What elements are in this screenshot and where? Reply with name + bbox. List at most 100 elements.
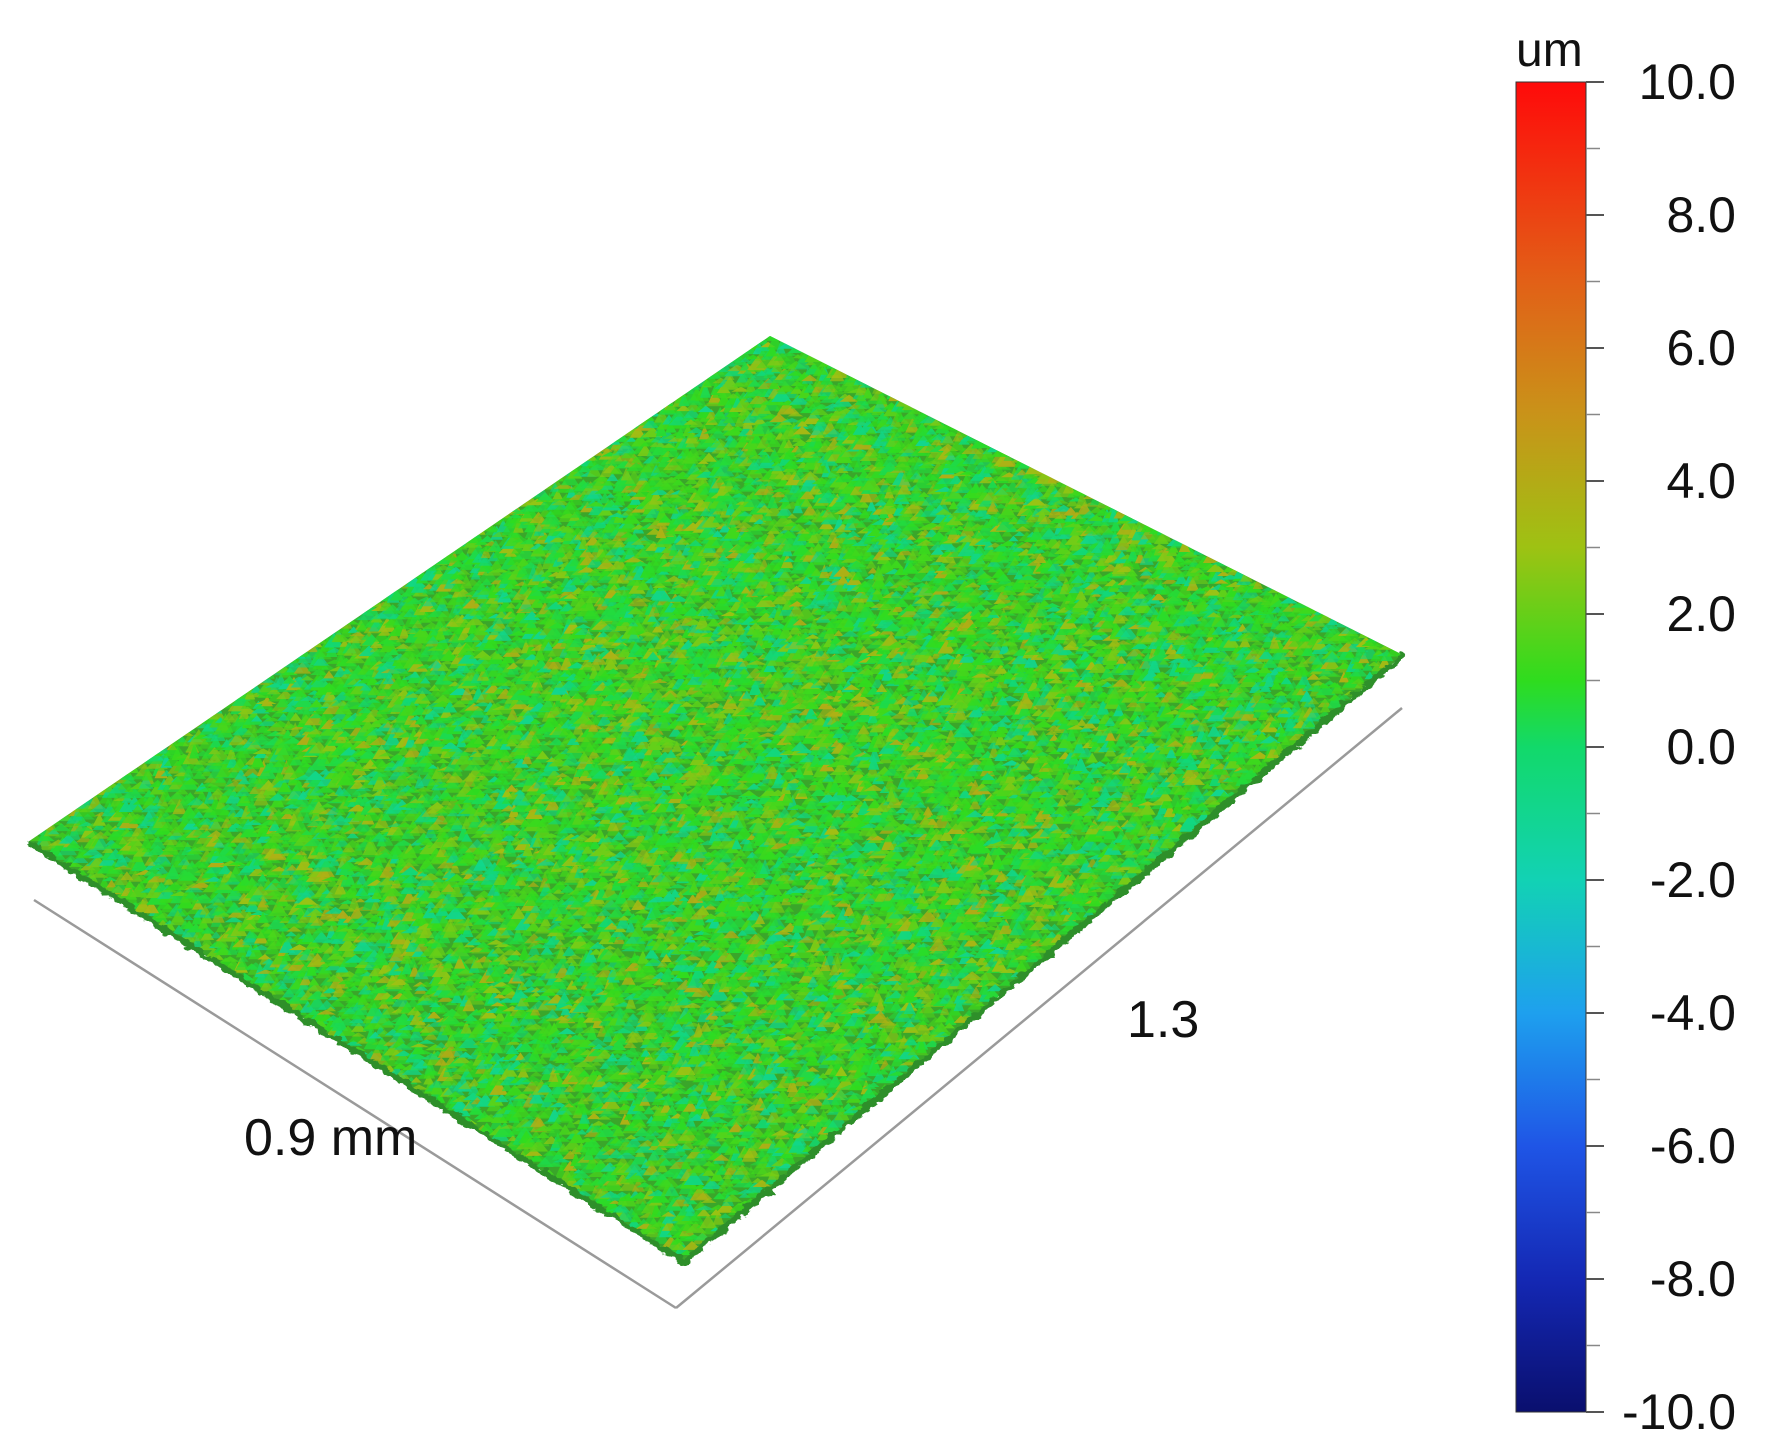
surface-grain: [468, 1106, 483, 1112]
surface-grain: [307, 989, 329, 1000]
surface-grain: [439, 1075, 461, 1086]
surface-grain: [74, 849, 95, 859]
surface-grain: [446, 1091, 465, 1098]
surface-grain: [257, 954, 272, 960]
surface-grain: [408, 1054, 429, 1060]
y-axis-line: [675, 707, 1403, 1309]
surface-grain: [128, 761, 139, 773]
surface-grain: [452, 1095, 473, 1102]
surface-grain: [552, 1158, 573, 1163]
surface-grain: [237, 954, 249, 962]
surface-grain: [263, 969, 280, 981]
surface-grain: [106, 879, 117, 888]
surface-grain: [434, 1092, 446, 1103]
surface-grain: [79, 826, 94, 831]
surface-grain: [338, 1025, 357, 1036]
surface-grain: [423, 1073, 435, 1085]
surface-grain: [261, 958, 277, 964]
surface-grain: [267, 985, 290, 991]
surface-grain: [350, 1015, 367, 1027]
surface-grain: [670, 1237, 685, 1245]
surface-grain: [214, 946, 232, 956]
surface-grain: [468, 1078, 481, 1087]
surface-grain: [572, 1169, 591, 1179]
base-plane-axes: [33, 707, 1403, 1310]
surface-grain: [235, 957, 250, 971]
surface-grain: [412, 1049, 434, 1055]
surface-grain: [88, 871, 110, 878]
surface-grain: [392, 1062, 408, 1069]
surface-grain: [609, 1199, 621, 1204]
surface-grain: [75, 835, 94, 843]
surface-grain: [65, 840, 82, 849]
surface-grain: [525, 1148, 543, 1156]
surface-grain: [47, 839, 69, 846]
surface-grain: [479, 1110, 490, 1119]
surface-grain: [136, 880, 147, 890]
surface-grain: [224, 916, 244, 923]
x-axis-line: [33, 898, 677, 1310]
surface-grain: [434, 1057, 449, 1066]
surface-grain: [327, 994, 340, 1001]
surface-grain: [409, 1043, 430, 1048]
surface-grain: [220, 956, 240, 962]
surface-grain: [145, 882, 165, 898]
surface-grain: [578, 1177, 598, 1192]
surface-grain: [335, 993, 354, 1002]
surface-grain: [588, 1156, 605, 1164]
surface-grain: [201, 926, 215, 934]
surface-grain: [314, 625, 337, 640]
surface-grain: [133, 874, 150, 881]
surface-grain: [467, 1082, 480, 1095]
surface-grain: [644, 1228, 662, 1238]
surface-grain: [106, 867, 126, 874]
surface-grain: [42, 820, 55, 831]
surface-grain: [316, 1009, 336, 1015]
surface-grain: [142, 866, 165, 877]
surface-plot: [26, 336, 1405, 1266]
surface-grain: [92, 835, 110, 851]
surface-grain: [308, 977, 320, 986]
surface-grain: [348, 1032, 365, 1042]
surface-grain: [101, 876, 119, 882]
surface-grain: [163, 876, 175, 885]
surface-grain: [201, 935, 213, 945]
surface-grain: [213, 954, 225, 961]
surface-grain: [112, 865, 135, 870]
surface-grain: [99, 876, 110, 888]
surface-grain: [394, 1050, 414, 1057]
surface-grain: [500, 1103, 519, 1111]
surface-grain: [91, 831, 111, 839]
surface-grain: [214, 912, 234, 917]
surface-grain: [170, 910, 185, 923]
surface-grain: [245, 962, 267, 970]
surface-grain: [277, 982, 289, 989]
surface-grain: [82, 847, 104, 856]
surface-grain: [318, 999, 336, 1010]
surface-texture: [28, 336, 1402, 1255]
surface-grain: [143, 900, 160, 914]
surface-grain: [413, 1059, 432, 1069]
surface-grain: [443, 1082, 465, 1096]
surface-grain: [521, 1115, 537, 1120]
surface-grain: [612, 1202, 631, 1213]
surface-grain: [51, 823, 72, 832]
surface-grain: [369, 1046, 385, 1061]
surface-grain: [643, 1187, 657, 1200]
surface-grain: [551, 1150, 566, 1160]
surface-grain: [210, 931, 222, 939]
surface-grain: [184, 889, 198, 899]
surface-grain: [331, 1017, 345, 1023]
surface-grain: [190, 929, 206, 942]
surface-grain: [528, 1135, 544, 1143]
surface-grain: [217, 695, 233, 709]
surface-grain: [211, 701, 223, 714]
surface-grain: [101, 845, 115, 853]
surface-grain: [331, 1015, 349, 1031]
surface-grain: [325, 1006, 337, 1012]
surface-grain: [120, 871, 134, 881]
surface-grain: [106, 848, 125, 859]
surface-grain: [462, 1092, 485, 1101]
surface-grain: [72, 854, 89, 863]
